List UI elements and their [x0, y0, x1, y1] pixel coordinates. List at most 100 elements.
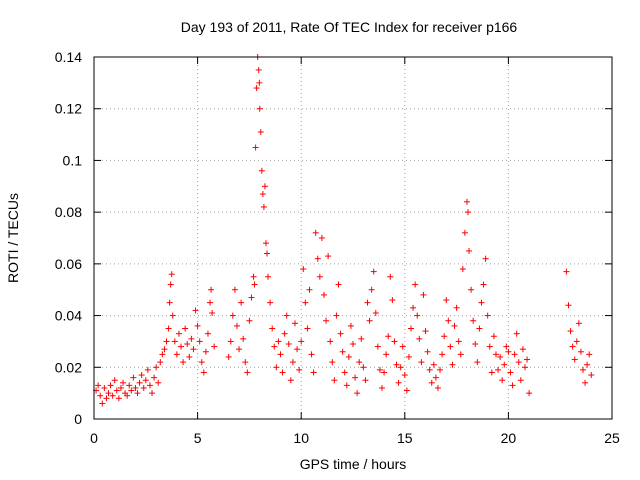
data-point — [267, 299, 274, 306]
data-point — [244, 369, 251, 376]
data-point — [399, 343, 406, 350]
data-point — [350, 341, 356, 348]
data-point — [586, 351, 593, 358]
data-point — [480, 281, 487, 288]
data-point — [236, 346, 243, 353]
data-point — [434, 384, 441, 391]
data-point — [111, 377, 118, 384]
data-point — [521, 364, 528, 371]
data-point — [186, 353, 193, 360]
data-point — [426, 366, 433, 373]
y-tick-label: 0.12 — [55, 101, 82, 117]
x-tick-labels: 0 5 10 15 20 25 — [90, 430, 620, 446]
data-point — [370, 268, 377, 275]
plot-frame — [93, 56, 613, 420]
data-point — [163, 338, 170, 345]
data-point — [103, 395, 110, 402]
data-point — [300, 266, 307, 273]
data-point — [296, 366, 303, 373]
data-point — [149, 390, 156, 397]
data-point — [184, 341, 191, 348]
data-point — [312, 229, 319, 236]
data-point — [202, 348, 209, 355]
data-point — [341, 369, 348, 376]
data-point — [207, 299, 214, 306]
data-point — [513, 330, 520, 337]
data-points — [93, 54, 595, 407]
data-point — [499, 377, 506, 384]
x-tick-label: 10 — [293, 430, 309, 446]
data-point — [571, 356, 578, 363]
y-tick-label: 0.1 — [63, 152, 83, 168]
data-point — [393, 361, 400, 368]
data-point — [476, 325, 483, 332]
data-point — [447, 343, 454, 350]
data-point — [138, 372, 145, 379]
data-point — [461, 229, 468, 236]
data-point — [389, 297, 396, 304]
data-point — [200, 369, 207, 376]
data-point — [194, 322, 201, 329]
data-point — [238, 299, 245, 306]
data-point — [364, 299, 371, 306]
data-point — [488, 369, 495, 376]
data-point — [171, 338, 178, 345]
data-point — [503, 343, 510, 350]
data-point — [405, 353, 412, 360]
data-point — [466, 247, 473, 254]
data-point — [180, 359, 187, 366]
data-point — [343, 382, 350, 389]
data-point — [120, 379, 127, 386]
data-point — [167, 281, 174, 288]
data-point — [484, 312, 491, 319]
data-point — [395, 379, 402, 386]
data-point — [391, 338, 398, 345]
data-point — [289, 359, 296, 366]
data-point — [256, 105, 263, 112]
data-point — [519, 346, 526, 353]
data-point — [302, 299, 309, 306]
data-point — [204, 330, 211, 337]
data-point — [403, 387, 410, 394]
chart-title: Day 193 of 2011, Rate Of TEC Index for r… — [181, 19, 518, 35]
data-point — [468, 286, 475, 293]
data-point — [261, 183, 268, 190]
data-point — [524, 356, 531, 363]
data-point — [354, 390, 361, 397]
data-point — [107, 382, 114, 389]
data-point — [281, 330, 288, 337]
x-tick-label: 25 — [604, 430, 620, 446]
data-point — [264, 250, 271, 257]
data-point — [356, 359, 363, 366]
x-tick-label: 5 — [194, 430, 202, 446]
y-tick-label: 0.14 — [55, 49, 82, 65]
data-point — [443, 297, 450, 304]
data-point — [175, 330, 182, 337]
data-point — [360, 364, 367, 371]
y-tick-labels: 0 0.02 0.04 0.06 0.08 0.1 0.12 0.14 — [55, 49, 82, 427]
data-point — [509, 382, 516, 389]
data-point — [422, 328, 429, 335]
data-point — [333, 312, 340, 319]
data-point — [132, 384, 139, 391]
data-point — [155, 379, 162, 386]
data-point — [501, 361, 508, 368]
data-point — [453, 304, 460, 311]
data-point — [209, 309, 216, 316]
data-point — [256, 79, 263, 86]
data-point — [437, 366, 444, 373]
data-point — [169, 312, 176, 319]
data-point — [99, 400, 106, 407]
data-point — [126, 382, 133, 389]
data-point — [248, 294, 255, 301]
data-point — [362, 377, 369, 384]
data-point — [490, 333, 497, 340]
data-point — [565, 302, 572, 309]
data-point — [308, 351, 315, 358]
data-point — [451, 322, 458, 329]
data-point — [101, 384, 108, 391]
data-point — [323, 317, 330, 324]
data-point — [358, 335, 365, 342]
data-point — [97, 392, 104, 399]
